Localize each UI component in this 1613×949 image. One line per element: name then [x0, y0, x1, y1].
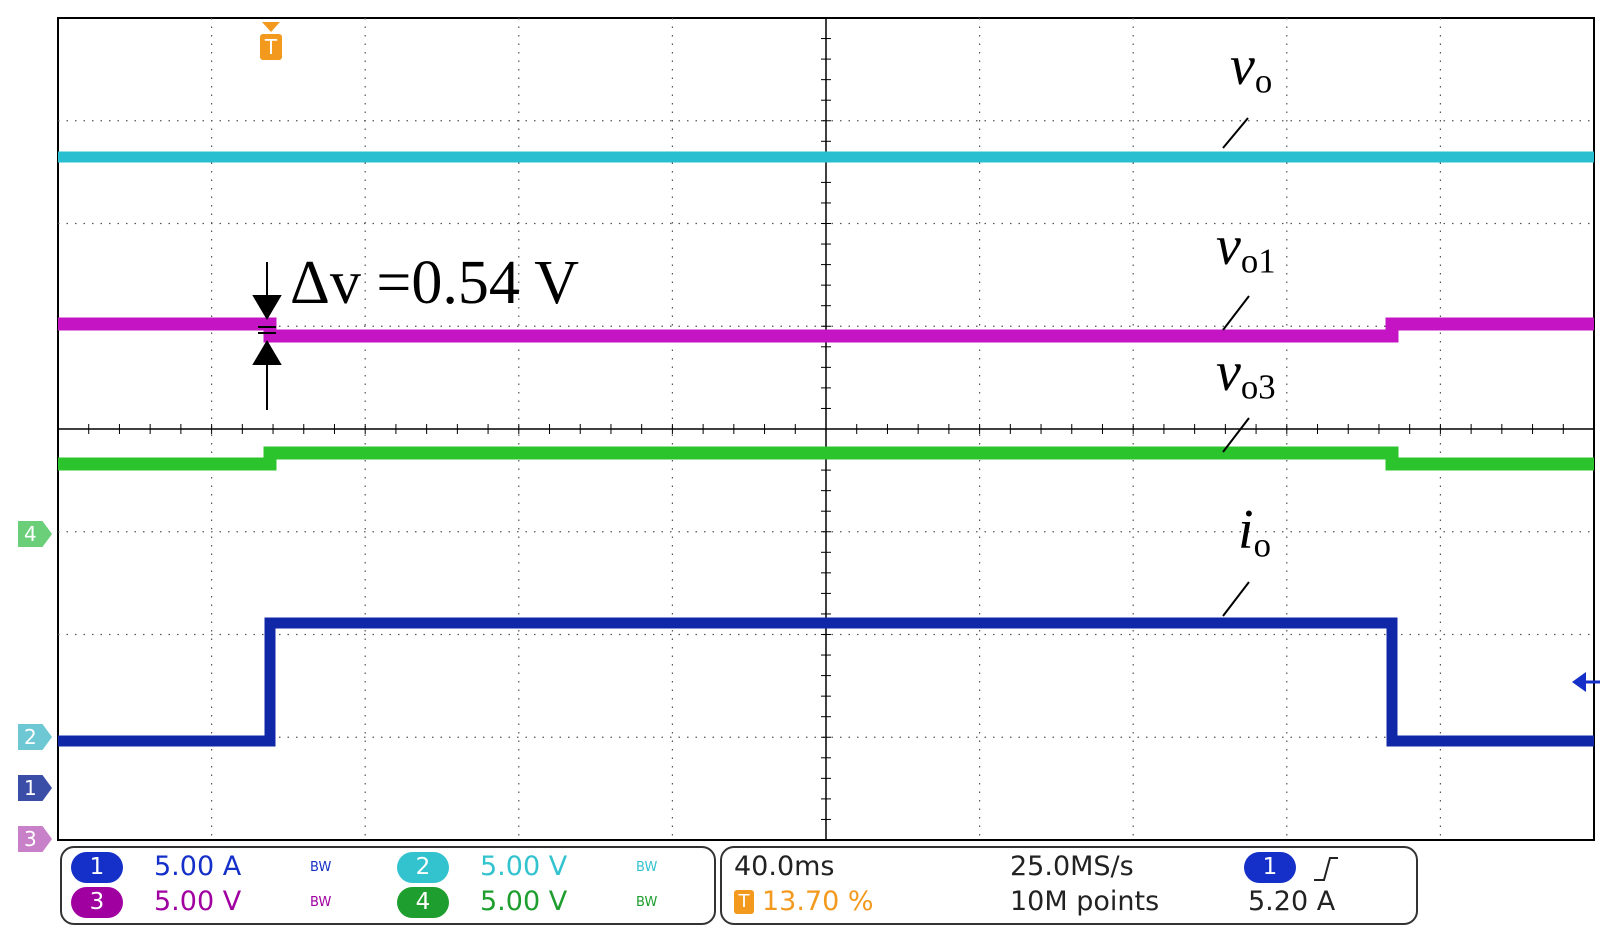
channel-1-badge[interactable]: 1 — [71, 852, 123, 883]
trigger-marker-label: T — [264, 35, 278, 59]
label-vo: vo — [1230, 34, 1272, 102]
channel-1-marker[interactable]: 1 — [18, 775, 52, 801]
delta-v-label: Δv =0.54 V — [290, 249, 579, 317]
channel-3-scale[interactable]: 5.00 V — [154, 886, 242, 917]
trigger-source-badge[interactable]: 1 — [1244, 852, 1296, 883]
label-io-main: i — [1238, 499, 1254, 561]
channel-1-bandwidth-icon: BW — [310, 860, 332, 875]
trigger-position-icon[interactable]: T — [260, 34, 282, 60]
trigger-position-percent[interactable]: 13.70 % — [762, 886, 874, 917]
sample-rate[interactable]: 25.0MS/s — [1010, 851, 1134, 882]
channel-2-marker-label: 2 — [24, 725, 37, 749]
label-io-sub: o — [1253, 525, 1271, 565]
label-vo1-main: v — [1216, 215, 1241, 277]
trigger-badge-label: T — [738, 891, 750, 912]
acquisition-panel: 40.0ms T 13.70 % 25.0MS/s 10M points 1 5… — [720, 846, 1418, 925]
channel-2-bandwidth-icon: BW — [636, 860, 658, 875]
trigger-level-arrow-icon[interactable] — [1572, 672, 1600, 692]
channel-1-marker-label: 1 — [24, 776, 37, 800]
label-io: io — [1238, 498, 1271, 566]
trigger-level[interactable]: 5.20 A — [1248, 886, 1336, 917]
channel-2-badge[interactable]: 2 — [397, 852, 449, 883]
label-vo3-sub: o3 — [1240, 367, 1276, 407]
label-vo1-sub: o1 — [1240, 241, 1276, 281]
record-length[interactable]: 10M points — [1010, 886, 1160, 917]
channel-4-bandwidth-icon: BW — [636, 895, 658, 910]
trigger-position-badge-icon: T — [734, 890, 754, 914]
trace-io — [58, 617, 1594, 747]
channel-3-bandwidth-icon: BW — [310, 895, 332, 910]
channel-3-badge[interactable]: 3 — [71, 887, 123, 918]
channel-1-scale[interactable]: 5.00 A — [154, 851, 242, 882]
channel-3-marker-label: 3 — [24, 827, 37, 851]
channel-2-scale[interactable]: 5.00 V — [480, 851, 568, 882]
channel-4-marker-label: 4 — [24, 522, 37, 546]
label-vo3-main: v — [1216, 341, 1241, 403]
label-vo1: vo1 — [1216, 214, 1276, 282]
channel-4-badge[interactable]: 4 — [397, 887, 449, 918]
label-vo3: vo3 — [1216, 340, 1276, 408]
time-per-division[interactable]: 40.0ms — [734, 851, 835, 882]
label-vo-main: v — [1230, 35, 1255, 97]
channel-4-scale[interactable]: 5.00 V — [480, 886, 568, 917]
trace-vo3 — [58, 446, 1594, 471]
rising-edge-icon — [1314, 857, 1338, 881]
trace-vo1 — [58, 317, 1594, 343]
label-vo-sub: o — [1254, 61, 1273, 101]
channel-settings-panel: 1 5.00 A BW 2 5.00 V BW 3 5.00 V BW 4 5.… — [60, 846, 716, 925]
